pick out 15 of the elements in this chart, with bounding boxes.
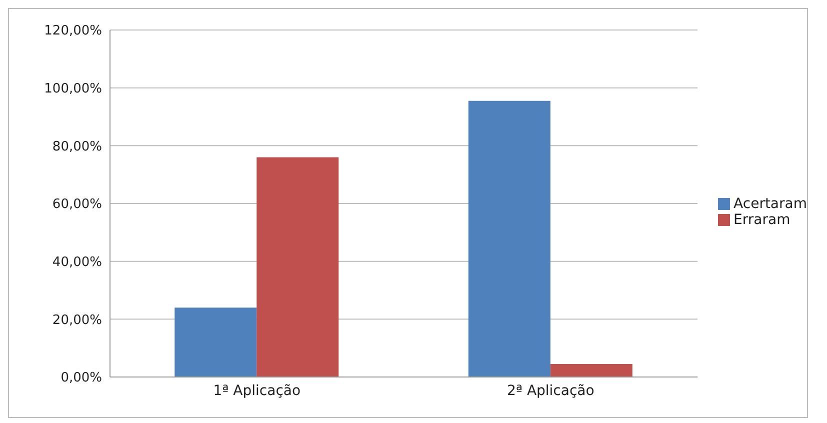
x-tick-label: 2ª Aplicação [506, 382, 594, 399]
y-tick-label: 60,00% [52, 197, 102, 212]
y-tick-label: 120,00% [44, 24, 102, 39]
bar [468, 100, 550, 377]
y-tick-label: 20,00% [52, 312, 102, 328]
x-tick-label: 1ª Aplicação [213, 382, 301, 399]
legend-label: Acertaram [734, 196, 807, 212]
bar [550, 364, 632, 377]
y-tick-label: 100,00% [44, 81, 102, 96]
y-tick-label: 0,00% [60, 370, 102, 386]
y-tick-label: 80,00% [52, 139, 102, 154]
bar [174, 308, 257, 377]
y-tick-label: 40,00% [52, 254, 102, 270]
bar [256, 157, 339, 377]
legend-label: Erraram [734, 212, 790, 228]
